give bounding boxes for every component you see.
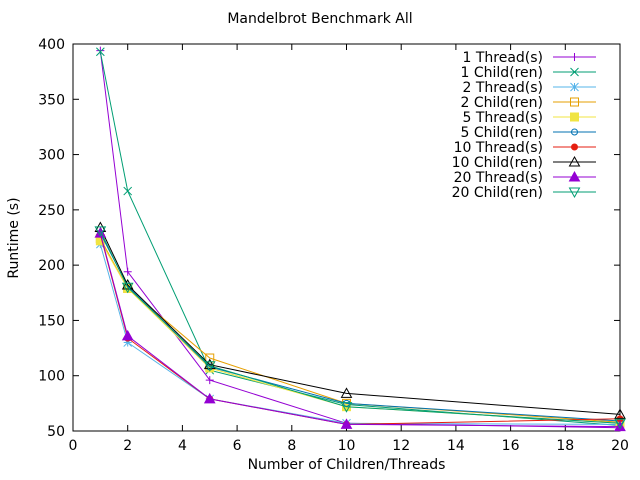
legend-marker (570, 53, 579, 61)
series-line (99, 227, 621, 415)
data-point (123, 267, 132, 276)
data-point (94, 226, 107, 237)
x-tick-label: 2 (123, 438, 132, 454)
data-point (614, 408, 626, 419)
legend-entry: 5 Child(ren) (460, 125, 596, 141)
x-tick-label: 20 (611, 438, 629, 454)
legend-marker (568, 155, 581, 167)
y-tick-label: 200 (38, 258, 65, 274)
legend-marker (568, 187, 581, 199)
legend-marker (571, 128, 578, 136)
data-point (203, 358, 216, 370)
y-tick-label: 400 (38, 37, 65, 53)
x-tick-label: 16 (502, 438, 520, 454)
series-line (99, 234, 621, 425)
legend-label: 20 Child(ren) (452, 185, 543, 201)
series-line (99, 232, 621, 428)
data-point (340, 402, 353, 413)
data-point (340, 418, 353, 429)
series-line (99, 232, 621, 422)
x-tick-label: 0 (69, 438, 78, 454)
legend-label: 5 Child(ren) (460, 125, 543, 141)
y-tick-label: 350 (38, 92, 65, 108)
data-point (614, 418, 626, 430)
series-line (99, 240, 621, 424)
legend-marker (570, 97, 579, 107)
legend-label: 2 Child(ren) (460, 95, 543, 111)
data-point (614, 420, 626, 432)
x-tick-label: 8 (287, 438, 296, 454)
legend-marker (570, 112, 579, 122)
legend-entry: 10 Child(ren) (452, 155, 596, 171)
series-line (99, 230, 621, 424)
legend-label: 10 Thread(s) (454, 140, 543, 156)
data-point (121, 279, 134, 290)
y-tick-label: 300 (38, 148, 65, 164)
data-point (205, 376, 214, 385)
legend-label: 20 Thread(s) (454, 170, 543, 186)
x-axis-label: Number of Children/Threads (247, 457, 446, 473)
legend-label: 10 Child(ren) (452, 155, 543, 171)
series-8 (94, 221, 626, 419)
y-tick-label: 150 (38, 313, 65, 329)
x-tick-label: 18 (556, 438, 574, 454)
data-point (121, 329, 134, 341)
legend-entry: 5 Thread(s) (462, 110, 596, 126)
y-axis-label: Runtime (s) (6, 197, 22, 279)
legend-label: 2 Thread(s) (462, 80, 543, 96)
legend-label: 5 Thread(s) (462, 110, 543, 126)
series-4 (95, 234, 625, 427)
series-9 (94, 227, 626, 432)
legend-entry: 1 Thread(s) (462, 50, 596, 66)
data-point (340, 387, 353, 398)
legend-marker (570, 67, 579, 77)
y-tick-label: 50 (47, 424, 65, 440)
legend-label: 1 Child(ren) (460, 65, 543, 81)
legend-entry: 20 Thread(s) (454, 170, 596, 186)
x-tick-label: 10 (338, 438, 356, 454)
data-point (94, 227, 107, 238)
data-point (95, 47, 105, 57)
legend-entry: 1 Child(ren) (460, 65, 596, 81)
legend-marker (570, 82, 579, 92)
data-point (203, 361, 216, 372)
data-point (123, 338, 133, 347)
legend-marker (568, 170, 581, 182)
legend-entry: 10 Thread(s) (454, 140, 596, 156)
x-tick-label: 6 (233, 438, 242, 454)
legend-marker (571, 143, 578, 151)
legend-entry: 2 Child(ren) (460, 95, 596, 111)
x-tick-label: 12 (392, 438, 410, 454)
data-point (121, 282, 134, 294)
series-6 (96, 229, 624, 425)
legend-entry: 2 Thread(s) (462, 80, 596, 96)
x-tick-label: 14 (447, 438, 465, 454)
x-tick-label: 4 (178, 438, 187, 454)
data-point (203, 392, 216, 404)
y-tick-label: 250 (38, 203, 65, 219)
y-tick-label: 100 (38, 369, 65, 385)
legend-entry: 20 Child(ren) (452, 185, 596, 201)
series-10 (94, 226, 626, 430)
legend-label: 1 Thread(s) (462, 50, 543, 66)
chart-title: Mandelbrot Benchmark All (227, 11, 413, 27)
data-point (123, 186, 133, 196)
